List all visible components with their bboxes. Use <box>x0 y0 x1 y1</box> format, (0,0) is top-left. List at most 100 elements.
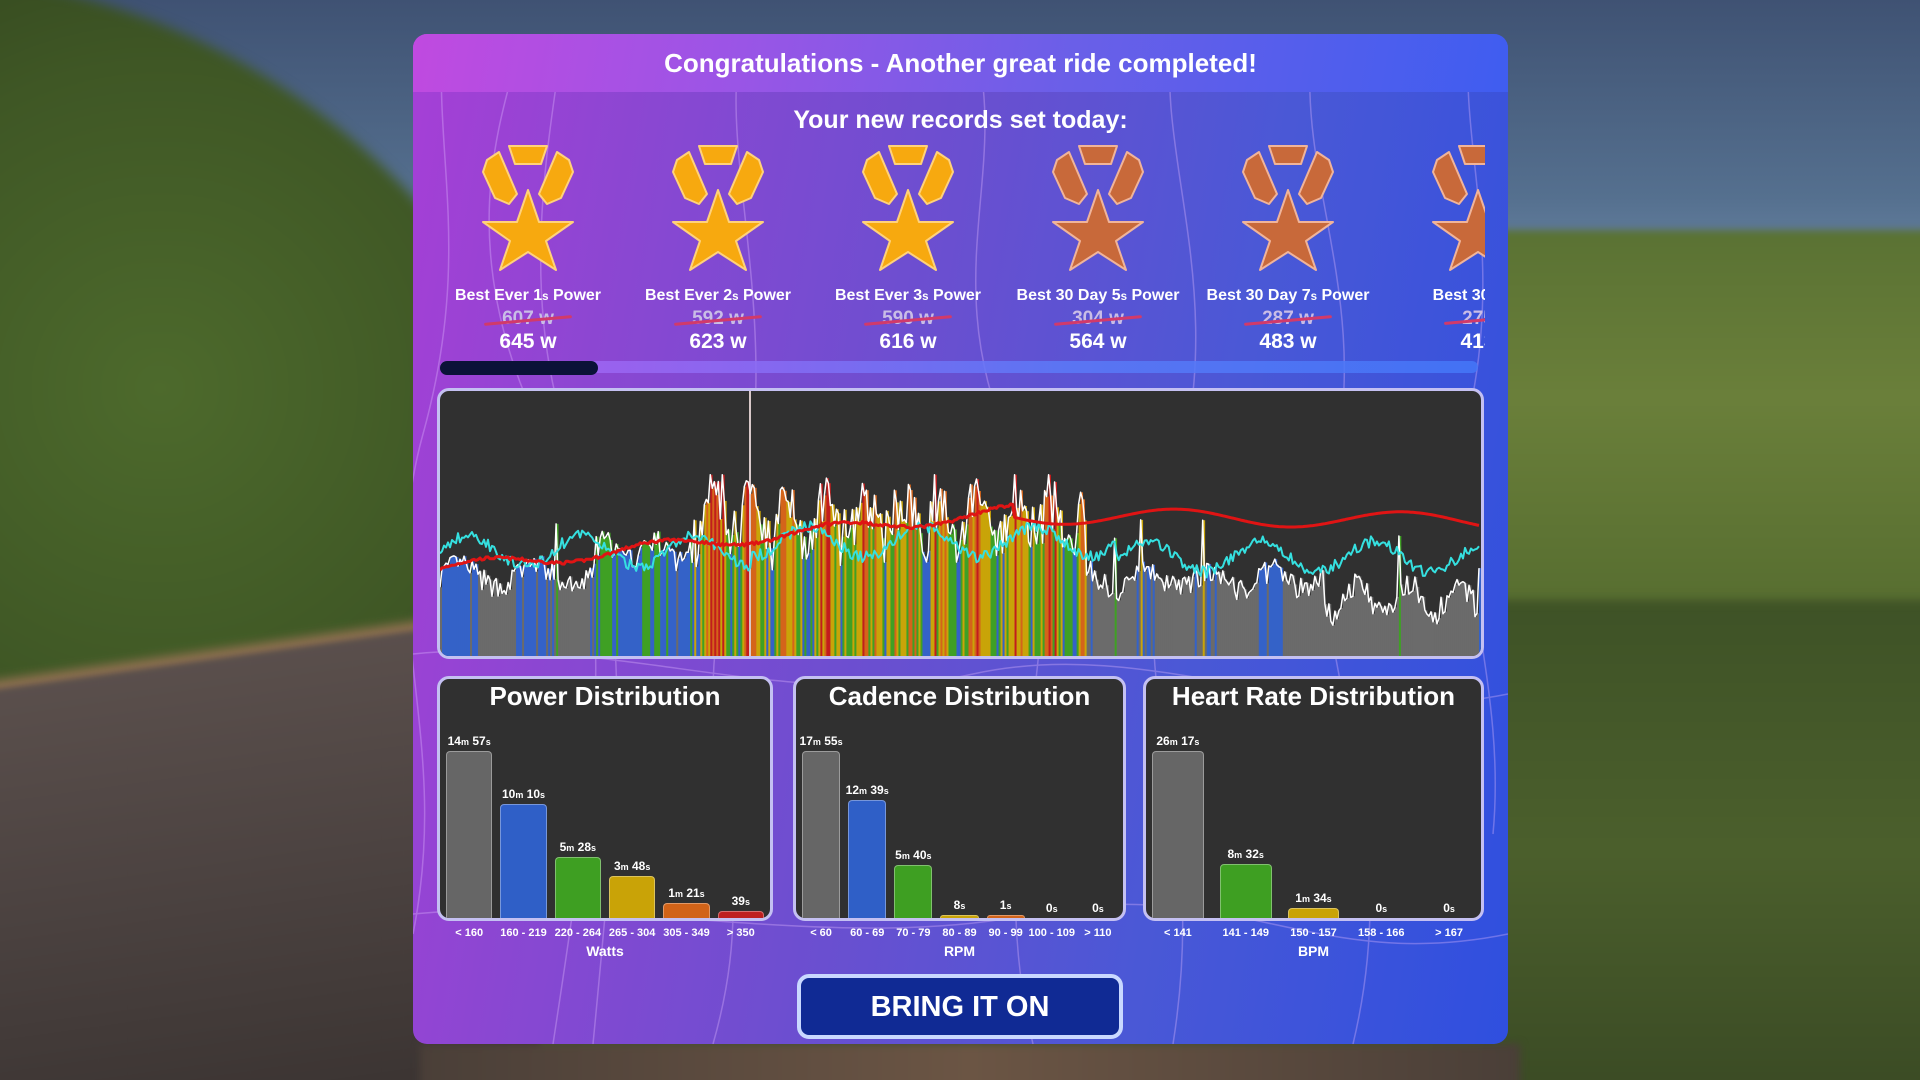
heart-rate-distribution-panel: Heart Rate Distribution 26m 17s 8m 32s 1m … <box>1143 676 1484 921</box>
record-new-value: 564 w <box>1069 330 1127 353</box>
distribution-bar <box>802 751 841 918</box>
bring-it-on-button[interactable]: BRING IT ON <box>797 974 1123 1039</box>
record-previous-value: 304 w <box>1072 308 1124 329</box>
power-distribution-panel: Power Distribution 14m 57s 10m 10s 5m 28s 3… <box>437 676 773 921</box>
distribution-bar <box>894 865 933 918</box>
dialog-title: Congratulations - Another great ride com… <box>664 48 1257 78</box>
record-card: Best Ever 2s Power 592 w 623 w <box>623 142 813 354</box>
record-card: Best 30 Day 275 413 <box>1383 142 1485 354</box>
hill-right <box>1480 230 1920 650</box>
axis-tick-label: 80 - 89 <box>942 927 977 939</box>
axis-tick-label: 265 - 304 <box>608 927 656 939</box>
distribution-bar-value: 0s <box>1092 901 1104 915</box>
distribution-bar-value: 1s <box>999 898 1012 912</box>
gold-medal-star-icon <box>482 145 574 271</box>
distribution-bar <box>663 902 710 918</box>
axis-tick-label: > 110 <box>1084 927 1112 939</box>
record-card: Best 30 Day 5s Power 304 w 564 w <box>1003 142 1193 354</box>
distribution-bar-value: 8m 32s <box>1227 846 1264 861</box>
record-card: Best Ever 1s Power 607 w 645 w <box>433 142 623 354</box>
distribution-bar <box>609 875 656 918</box>
ride-summary-dialog: Congratulations - Another great ride com… <box>413 34 1508 1044</box>
cadence-axis-title: RPM <box>943 943 976 959</box>
hill-right-lower <box>1480 600 1920 1080</box>
record-label: Best 30 Day 7s Power <box>1206 287 1370 304</box>
distribution-bar <box>446 751 493 918</box>
axis-tick-label: 60 - 69 <box>850 927 885 939</box>
records-subtitle: Your new records set today: <box>793 106 1128 134</box>
distribution-bar-value: 39s <box>731 893 750 908</box>
header-bar: Congratulations - Another great ride com… <box>413 34 1508 92</box>
record-card: Best Ever 3s Power 590 w 616 w <box>813 142 1003 354</box>
axis-tick-label: 90 - 99 <box>988 927 1023 939</box>
bronze-medal-star-icon <box>1432 145 1485 271</box>
ride-timeline-chart <box>437 388 1484 659</box>
distribution-bar-value: 3m 48s <box>613 858 651 873</box>
records-carousel[interactable]: Best Ever 1s Power 607 w 645 w Best Ever… <box>433 142 1485 392</box>
axis-tick-label: 158 - 166 <box>1358 927 1405 939</box>
axis-tick-label: > 167 <box>1435 927 1463 939</box>
cadence-distribution-panel: Cadence Distribution 17m 55s 12m 39s 5m 40… <box>793 676 1126 921</box>
distribution-bar <box>1287 908 1340 918</box>
gold-medal-star-icon <box>862 145 954 271</box>
axis-tick-label: 220 - 264 <box>554 927 602 939</box>
record-new-value: 623 w <box>689 330 747 353</box>
record-new-value: 413 <box>1460 330 1485 353</box>
record-previous-value: 592 w <box>692 308 744 329</box>
distribution-bar-value: 1m 21s <box>668 885 705 900</box>
power-axis-title: Watts <box>586 943 624 959</box>
distribution-bar <box>717 910 764 918</box>
axis-tick-label: 305 - 349 <box>663 927 710 939</box>
distribution-bar <box>848 800 887 918</box>
heart-rate-distribution-title: Heart Rate Distribution <box>1171 681 1456 711</box>
record-label: Best Ever 1s Power <box>454 287 602 304</box>
distribution-bar-value: 0s <box>1375 901 1388 915</box>
heart-rate-axis-title: BPM <box>1297 943 1330 959</box>
axis-tick-label: < 60 <box>810 927 832 939</box>
record-label: Best 30 Day <box>1432 287 1485 304</box>
road-bottom <box>420 1044 1520 1080</box>
records-scrollbar-track[interactable] <box>440 361 1478 373</box>
distribution-bar-value: 17m 55s <box>799 734 843 748</box>
distribution-bar <box>1219 863 1272 918</box>
axis-tick-label: 100 - 109 <box>1028 927 1076 939</box>
bronze-medal-star-icon <box>1242 145 1334 271</box>
distribution-bar-value: 5m 28s <box>559 839 597 854</box>
distribution-bar-value: 14m 57s <box>447 734 491 748</box>
records-scrollbar-thumb[interactable] <box>440 361 598 375</box>
distribution-bar-value: 0s <box>1443 901 1455 915</box>
record-previous-value: 607 w <box>502 308 554 329</box>
distribution-bar-value: 5m 40s <box>895 848 932 863</box>
distribution-bar <box>554 856 601 918</box>
distribution-bar-value: 8s <box>953 898 966 912</box>
distribution-bar <box>940 915 979 918</box>
bronze-medal-star-icon <box>1052 145 1144 271</box>
gold-medal-star-icon <box>672 145 764 271</box>
record-previous-value: 287 w <box>1262 308 1314 329</box>
axis-tick-label: > 350 <box>726 927 755 939</box>
record-new-value: 645 w <box>499 330 557 353</box>
distribution-bar-value: 10m 10s <box>501 787 546 802</box>
distribution-bar-value: 26m 17s <box>1156 734 1200 748</box>
axis-tick-label: < 141 <box>1163 927 1192 939</box>
record-label: Best Ever 3s Power <box>834 287 982 304</box>
axis-tick-label: 141 - 149 <box>1222 927 1269 939</box>
distribution-bar <box>1152 751 1204 918</box>
record-card: Best 30 Day 7s Power 287 w 483 w <box>1193 142 1383 354</box>
power-distribution-title: Power Distribution <box>489 681 721 711</box>
distribution-bar-value: 0s <box>1045 901 1058 915</box>
record-new-value: 616 w <box>879 330 937 353</box>
axis-tick-label: 160 - 219 <box>500 927 547 939</box>
record-previous-value: 590 w <box>882 308 934 329</box>
cadence-distribution-title: Cadence Distribution <box>828 681 1091 711</box>
record-new-value: 483 w <box>1259 330 1317 353</box>
distribution-bar-value: 1m 34s <box>1295 891 1332 906</box>
record-label: Best 30 Day 5s Power <box>1016 287 1180 304</box>
record-previous-value: 275 <box>1462 308 1485 330</box>
axis-tick-label: 150 - 157 <box>1290 927 1337 939</box>
ride-timeline-plot <box>440 391 1481 656</box>
axis-tick-label: < 160 <box>455 927 484 939</box>
axis-tick-label: 70 - 79 <box>896 927 931 939</box>
record-label: Best Ever 2s Power <box>644 287 792 304</box>
distribution-bar <box>986 915 1025 918</box>
